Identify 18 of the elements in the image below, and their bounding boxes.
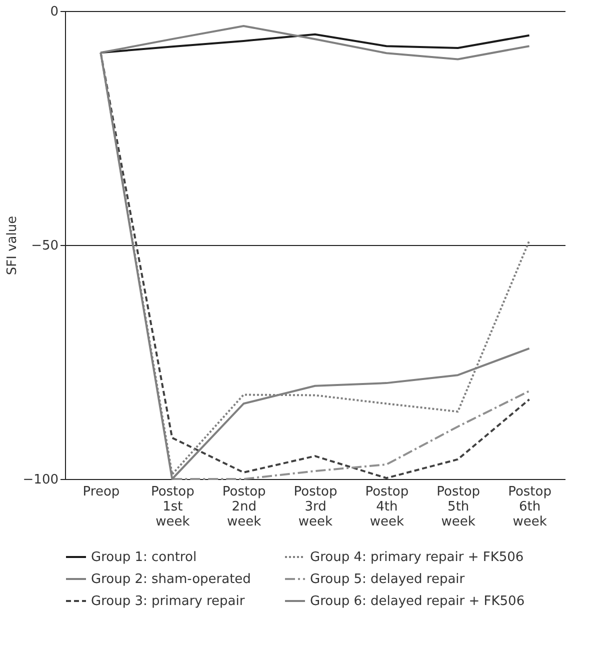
legend-label: Group 6: delayed repair + FK506 <box>310 594 525 609</box>
y-tick-label: 0 <box>50 4 58 20</box>
x-tick-label: Postop 5th week <box>436 484 480 530</box>
x-tick-label: Postop 6th week <box>508 484 552 530</box>
y-tick-label: −100 <box>22 472 58 488</box>
x-tick-label: Preop <box>82 484 120 500</box>
x-tick-label: Postop 4th week <box>365 484 409 530</box>
legend-label: Group 3: primary repair <box>91 594 246 609</box>
x-tick-label: Postop 1st week <box>150 484 194 530</box>
legend-label: Group 4: primary repair + FK506 <box>310 550 524 565</box>
y-axis-title: SFI value <box>4 216 20 276</box>
y-tick-label: −50 <box>31 238 58 254</box>
legend-label: Group 5: delayed repair <box>310 572 466 587</box>
line-series <box>171 390 530 480</box>
legend-label: Group 1: control <box>91 550 197 565</box>
x-tick-label: Postop 2nd week <box>222 484 266 530</box>
x-tick-label: Postop 3rd week <box>294 484 338 530</box>
legend-label: Group 2: sham-operated <box>91 572 251 587</box>
